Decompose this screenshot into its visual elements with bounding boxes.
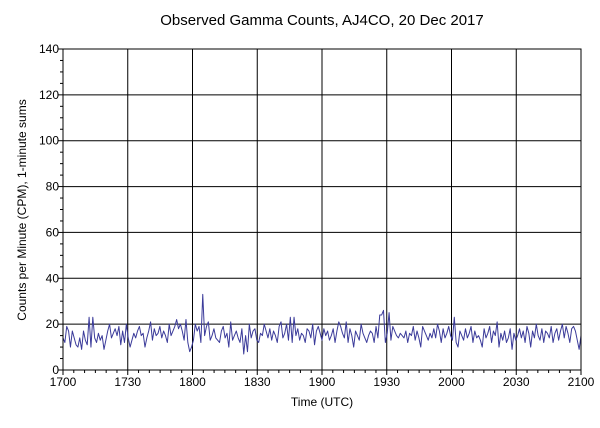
y-tick-label: 80 <box>46 180 60 194</box>
x-tick-label: 2000 <box>438 375 465 389</box>
x-tick-label: 1730 <box>114 375 141 389</box>
x-tick-labels: 1700 1730 1800 1830 1900 1930 2000 2030 2100 <box>50 375 595 389</box>
y-tick-label: 0 <box>52 363 59 377</box>
x-tick-label: 1800 <box>179 375 206 389</box>
x-tick-label: 2030 <box>503 375 530 389</box>
grid-lines <box>63 49 581 370</box>
x-tick-label: 1900 <box>309 375 336 389</box>
y-axis-label: Counts per Minute (CPM), 1-minute sums <box>15 99 29 320</box>
y-tick-label: 100 <box>39 134 59 148</box>
x-tick-label: 1830 <box>244 375 271 389</box>
chart-title: Observed Gamma Counts, AJ4CO, 20 Dec 201… <box>160 12 484 29</box>
y-tick-label: 60 <box>46 225 60 239</box>
y-tick-label: 120 <box>39 88 59 102</box>
cpm-series-line <box>62 293 582 355</box>
x-tick-label: 1930 <box>373 375 400 389</box>
x-tick-label: 2100 <box>568 375 595 389</box>
series-layer <box>62 293 582 355</box>
y-tick-label: 40 <box>46 271 60 285</box>
y-tick-label: 140 <box>39 42 59 56</box>
plot-frame <box>62 48 582 371</box>
y-tick-labels: 0 20 40 60 80 100 120 140 <box>39 42 59 377</box>
x-axis-label: Time (UTC) <box>291 395 353 409</box>
x-tick-label: 1700 <box>50 375 77 389</box>
y-tick-label: 20 <box>46 317 60 331</box>
